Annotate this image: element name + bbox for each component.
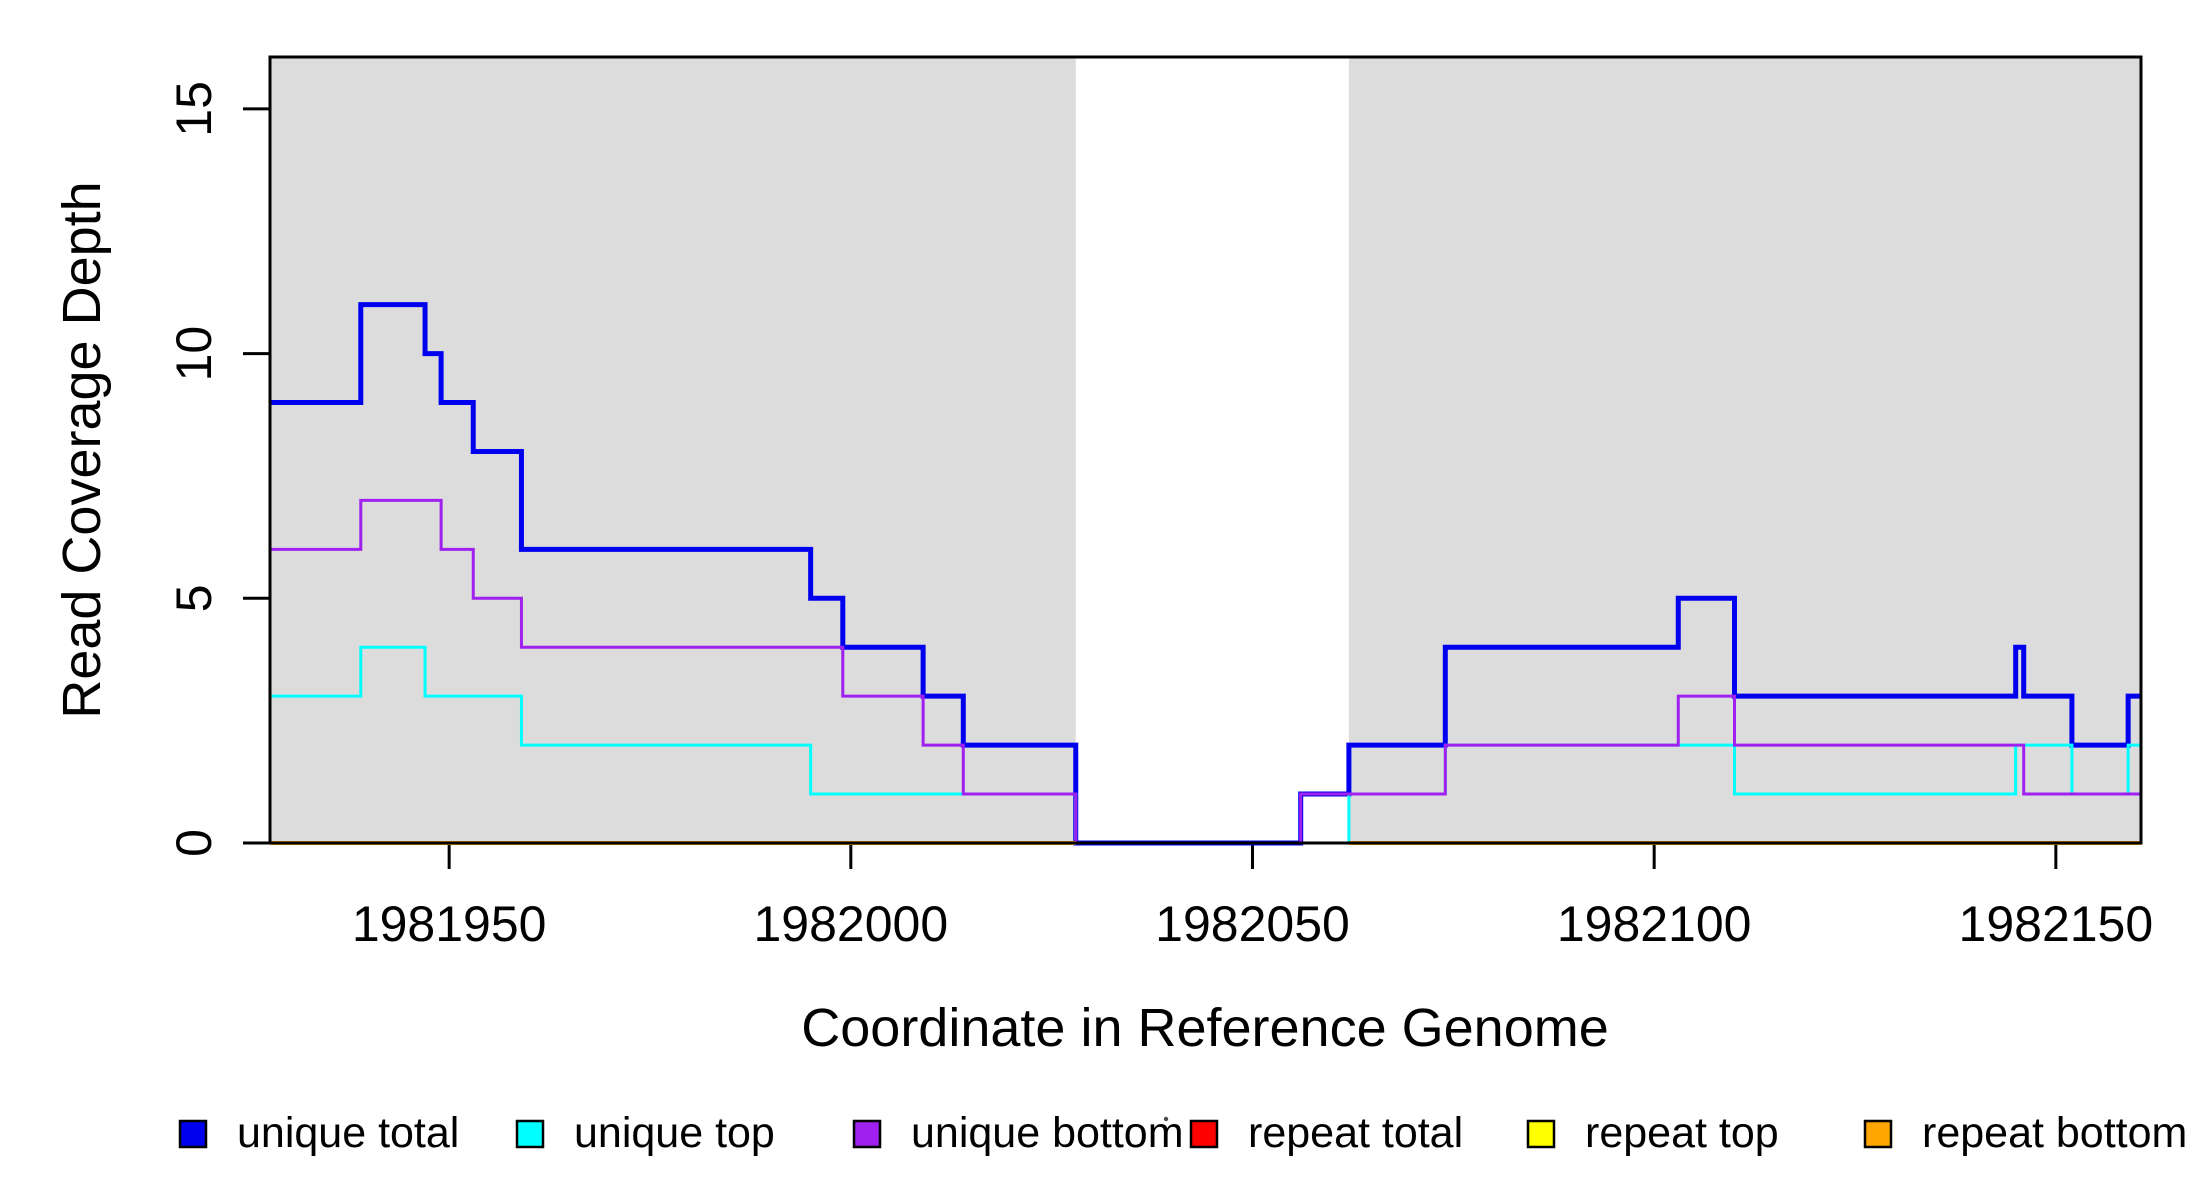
speck-artifact	[1163, 1116, 1169, 1122]
y-tick-label: 15	[166, 81, 222, 137]
legend-group: unique total unique top unique bottom repea…	[178, 1109, 2187, 1157]
legend-swatch-repeat-total	[1189, 1119, 1219, 1149]
x-axis-title: Coordinate in Reference Genome	[801, 998, 1608, 1058]
x-tick-label: 1982050	[1155, 896, 1350, 952]
series-unique-top	[270, 645, 2141, 845]
shaded-region-2	[1348, 57, 2141, 843]
legend-label: unique bottom	[911, 1109, 1184, 1157]
legend-item-repeat-top: repeat top	[1526, 1109, 1779, 1157]
legend-swatch-unique-bottom	[852, 1119, 882, 1149]
x-tick-label: 1982100	[1557, 896, 1752, 952]
legend-item-repeat-bottom: repeat bottom	[1863, 1109, 2187, 1157]
plot-border-box	[268, 55, 2143, 845]
y-tick-label: 0	[166, 829, 222, 857]
legend-swatch-repeat-top	[1526, 1119, 1556, 1149]
y-tick-label: 10	[166, 326, 222, 382]
legend-swatch-repeat-bottom	[1863, 1119, 1893, 1149]
legend-item-unique-bottom: unique bottom	[852, 1109, 1184, 1157]
legend-item-unique-top: unique top	[515, 1109, 775, 1157]
legend-item-repeat-total: repeat total	[1189, 1109, 1463, 1157]
legend-label: repeat top	[1585, 1109, 1779, 1157]
y-axis-title: Read Coverage Depth	[52, 181, 112, 718]
legend-item-unique-total: unique total	[178, 1109, 459, 1157]
legend-swatch-unique-total	[178, 1119, 208, 1149]
legend-swatch-unique-top	[515, 1119, 545, 1149]
y-tick-label: 5	[166, 584, 222, 612]
x-tick-label: 1982150	[1959, 896, 2154, 952]
x-tick-label: 1981950	[352, 896, 547, 952]
shaded-region-1	[270, 57, 1076, 843]
series-unique-bottom	[270, 498, 2141, 845]
x-tick-label: 1982000	[753, 896, 948, 952]
shaded-regions-group	[270, 57, 2141, 843]
axes-group: 1981950 1982000 1982050 1982100 1982150 0 5 10 1…	[166, 81, 2153, 952]
legend-label: unique top	[574, 1109, 775, 1157]
legend-label: unique total	[237, 1109, 459, 1157]
legend-label: repeat total	[1248, 1109, 1463, 1157]
legend-label: repeat bottom	[1922, 1109, 2187, 1157]
